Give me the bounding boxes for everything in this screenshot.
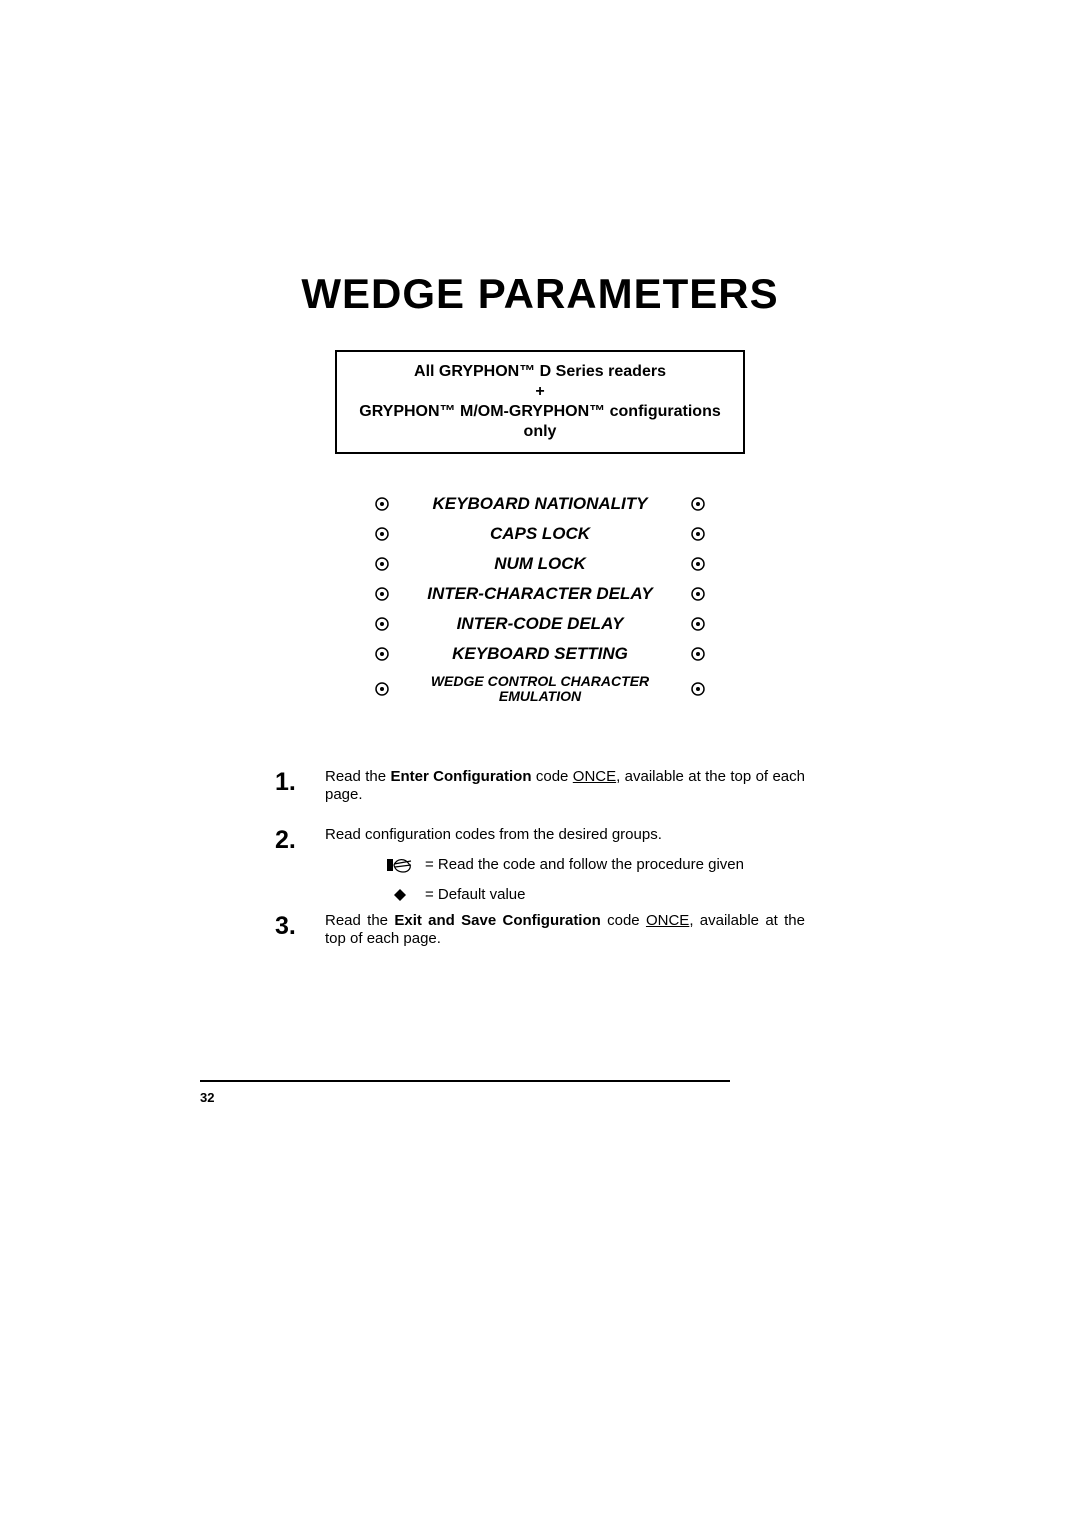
step-number: 2.	[275, 826, 325, 904]
box-line: All GRYPHON™ D Series readers	[345, 362, 735, 382]
item-label: WEDGE CONTROL CHARACTER EMULATION	[389, 674, 691, 704]
legend-row: = Read the code and follow the procedure…	[387, 856, 805, 874]
step-body: Read configuration codes from the desire…	[325, 826, 805, 904]
config-box: All GRYPHON™ D Series readers + GRYPHON™…	[335, 350, 745, 454]
legend-text: = Default value	[425, 886, 525, 904]
item-label: CAPS LOCK	[389, 524, 691, 544]
bullet-icon	[375, 527, 389, 541]
diamond-icon	[387, 889, 415, 901]
footer-divider	[200, 1080, 730, 1082]
text: code	[601, 912, 646, 929]
legend-row: = Default value	[387, 886, 805, 904]
box-line: +	[345, 382, 735, 402]
legend-text: = Read the code and follow the procedure…	[425, 856, 744, 874]
instruction-2: 2. Read configuration codes from the des…	[275, 826, 805, 904]
page-number: 32	[200, 1090, 214, 1105]
legend: = Read the code and follow the procedure…	[387, 856, 805, 904]
instruction-3: 3. Read the Exit and Save Configuration …	[275, 912, 805, 948]
page: WEDGE PARAMETERS All GRYPHON™ D Series r…	[0, 0, 1080, 1528]
bullet-icon	[375, 682, 389, 696]
step-body: Read the Exit and Save Configuration cod…	[325, 912, 805, 948]
instructions: 1. Read the Enter Configuration code ONC…	[275, 768, 805, 948]
bold-text: Enter Configuration	[390, 768, 531, 785]
bullet-icon	[691, 557, 705, 571]
bullet-icon	[691, 527, 705, 541]
list-item: INTER-CODE DELAY	[375, 614, 705, 634]
bullet-icon	[691, 617, 705, 631]
bullet-icon	[691, 682, 705, 696]
list-item: CAPS LOCK	[375, 524, 705, 544]
list-item: WEDGE CONTROL CHARACTER EMULATION	[375, 674, 705, 704]
text: Read the	[325, 768, 390, 785]
bullet-icon	[375, 587, 389, 601]
list-item: KEYBOARD SETTING	[375, 644, 705, 664]
list-item: NUM LOCK	[375, 554, 705, 574]
page-title: WEDGE PARAMETERS	[0, 270, 1080, 318]
underline-text: ONCE	[573, 768, 616, 785]
bullet-icon	[375, 497, 389, 511]
bullet-icon	[691, 587, 705, 601]
hand-icon	[387, 856, 415, 874]
bullet-icon	[375, 617, 389, 631]
item-label: KEYBOARD SETTING	[389, 644, 691, 664]
list-item: KEYBOARD NATIONALITY	[375, 494, 705, 514]
item-label: INTER-CODE DELAY	[389, 614, 691, 634]
item-label: INTER-CHARACTER DELAY	[389, 584, 691, 604]
bullet-icon	[691, 647, 705, 661]
item-label: NUM LOCK	[389, 554, 691, 574]
text: Read configuration codes from the desire…	[325, 826, 662, 843]
item-label: KEYBOARD NATIONALITY	[389, 494, 691, 514]
bullet-icon	[691, 497, 705, 511]
instruction-1: 1. Read the Enter Configuration code ONC…	[275, 768, 805, 804]
bullet-icon	[375, 647, 389, 661]
bold-text: Exit and Save Configuration	[394, 912, 600, 929]
box-line: GRYPHON™ M/OM-GRYPHON™ configurations on…	[345, 402, 735, 442]
text: code	[532, 768, 573, 785]
text: Read the	[325, 912, 394, 929]
step-body: Read the Enter Configuration code ONCE, …	[325, 768, 805, 804]
step-number: 1.	[275, 768, 325, 804]
bullet-icon	[375, 557, 389, 571]
step-number: 3.	[275, 912, 325, 948]
items-list: KEYBOARD NATIONALITY CAPS LOCK NUM LOCK …	[375, 494, 705, 704]
underline-text: ONCE	[646, 912, 689, 929]
list-item: INTER-CHARACTER DELAY	[375, 584, 705, 604]
